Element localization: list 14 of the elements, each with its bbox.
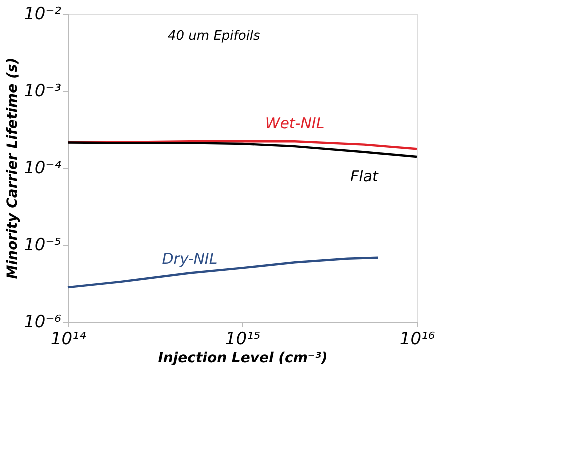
y-tick-label: 10⁻²	[24, 4, 62, 24]
x-tick-label: 10¹⁵	[225, 330, 261, 350]
series-label: Flat	[350, 167, 380, 186]
y-tick-label: 10⁻³	[24, 82, 62, 102]
x-tick-label: 10¹⁶	[400, 330, 436, 350]
series-label: Wet-NIL	[265, 114, 325, 133]
y-tick-label: 10⁻⁴	[24, 158, 62, 178]
x-axis-title: Injection Level (cm⁻³)	[158, 350, 328, 366]
x-tick-label: 10¹⁴	[50, 330, 86, 350]
y-axis-title: Minority Carrier Lifetime (s)	[5, 58, 22, 280]
series-label: Dry-NIL	[162, 250, 218, 268]
y-tick-label: 10⁻⁵	[24, 236, 62, 256]
annotation: 40 um Epifoils	[168, 29, 261, 44]
y-tick-label: 10⁻⁶	[24, 312, 62, 332]
